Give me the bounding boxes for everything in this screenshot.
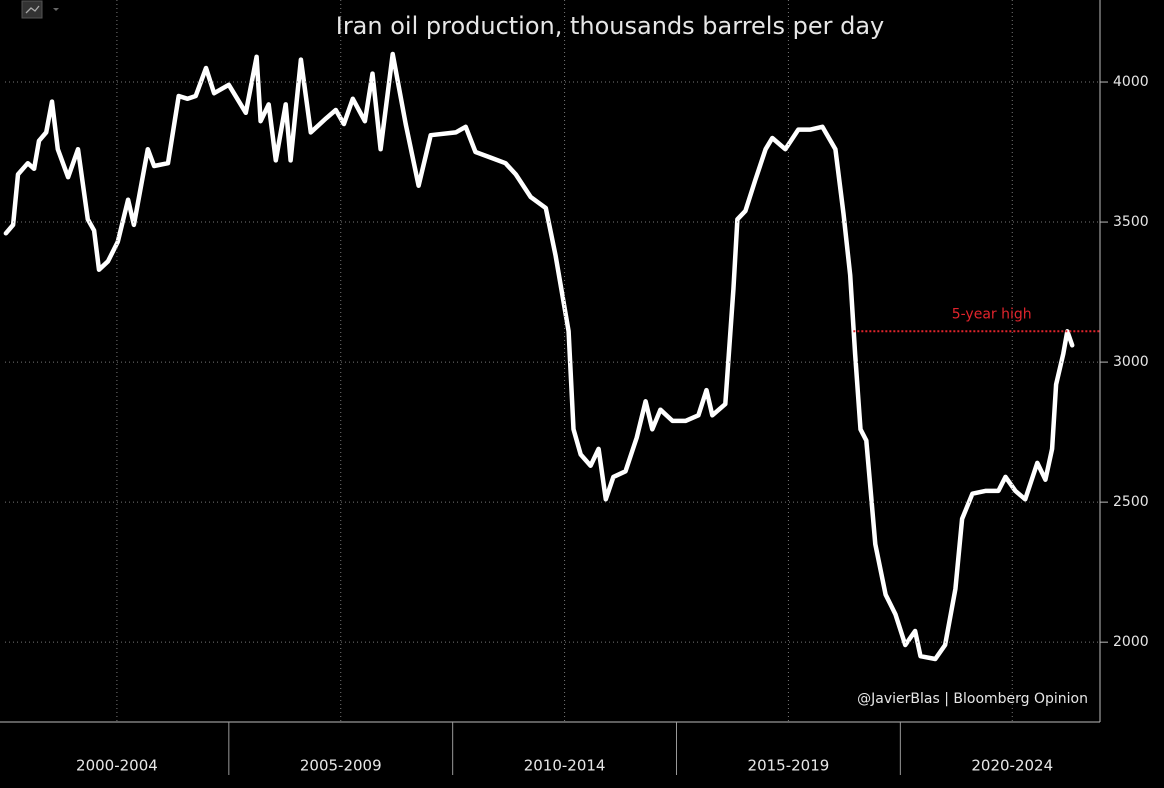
x-tick-label: 2005-2009 bbox=[300, 757, 382, 775]
x-tick-label: 2000-2004 bbox=[76, 757, 158, 775]
reference-label: 5-year high bbox=[952, 306, 1032, 322]
x-tick-label: 2010-2014 bbox=[524, 757, 606, 775]
y-tick-label: 3000 bbox=[1113, 354, 1149, 370]
y-tick-label: 4000 bbox=[1113, 74, 1149, 90]
y-tick-label: 2500 bbox=[1113, 494, 1149, 510]
y-tick-label: 2000 bbox=[1113, 634, 1149, 650]
y-tick-label: 3500 bbox=[1113, 214, 1149, 230]
credit: @JavierBlas | Bloomberg Opinion bbox=[857, 691, 1088, 707]
chart-icon-glyph bbox=[25, 5, 40, 14]
dropdown-arrow[interactable] bbox=[53, 8, 59, 11]
data-line bbox=[3, 51, 1075, 662]
x-tick-label: 2020-2024 bbox=[971, 757, 1053, 775]
x-tick-label: 2015-2019 bbox=[748, 757, 830, 775]
chart-title: Iran oil production, thousands barrels p… bbox=[336, 12, 885, 40]
